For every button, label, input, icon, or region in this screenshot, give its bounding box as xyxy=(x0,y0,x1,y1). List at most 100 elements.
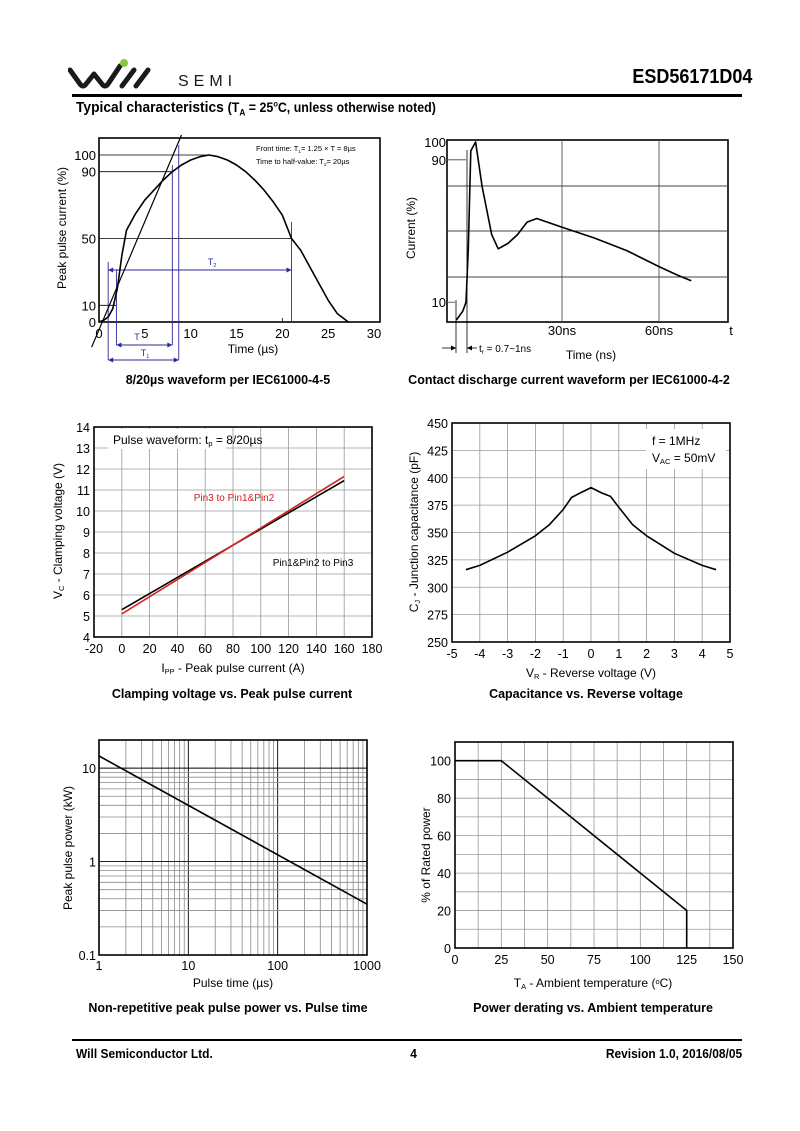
legend-box-bg xyxy=(108,429,226,449)
x-tick-label: 30 xyxy=(367,326,381,341)
t2-label: T2 xyxy=(208,257,217,269)
t-dimension-arrowhead-left xyxy=(116,342,122,348)
t2-dimension-arrowhead-right xyxy=(286,267,292,273)
y-tick-label: 80 xyxy=(437,792,451,806)
footer-rule xyxy=(72,1039,742,1041)
annotation-half-value: Time to half-value: T2= 20µs xyxy=(256,157,350,167)
x-axis-label: Time (µs) xyxy=(228,342,278,356)
y-tick-label: 100 xyxy=(430,755,451,769)
y-tick-label: 275 xyxy=(427,609,448,623)
chart-capacitance: -5 -4 -3 -2 -1 0 1 2 3 4 5 250 275 300 325 350 375 400 425… xyxy=(407,417,734,701)
y-tick-label: 0 xyxy=(89,315,96,330)
y-axis-label: % of Rated power xyxy=(419,807,433,902)
y-tick-label: 13 xyxy=(76,442,90,456)
y-tick-label: 425 xyxy=(427,444,448,458)
y-tick-label: 50 xyxy=(82,232,96,247)
series-line xyxy=(465,486,717,571)
t2-dimension-arrowhead-left xyxy=(108,267,114,273)
y-tick-label: 10 xyxy=(82,762,96,776)
x-tick-label: 10 xyxy=(183,326,197,341)
note-frequency: f = 1MHz xyxy=(652,434,700,448)
x-tick-label: 25 xyxy=(494,953,508,967)
x-tick-label: 5 xyxy=(141,326,148,341)
x-tick-label: 100 xyxy=(630,953,651,967)
y-tick-label: 100 xyxy=(424,135,446,150)
chart-caption: Power derating vs. Ambient temperature xyxy=(473,1001,713,1015)
x-tick-label: 1000 xyxy=(353,959,381,973)
t-label: T xyxy=(134,332,140,342)
x-tick-label: 40 xyxy=(170,642,184,656)
tr-annotation: tr = 0.7~1ns xyxy=(479,344,531,356)
series-line xyxy=(98,755,368,905)
y-axis-label: VC - Clamping voltage (V) xyxy=(51,463,66,599)
series-pulse xyxy=(98,154,349,323)
x-tick-label: 100 xyxy=(250,642,271,656)
logo-slash-2 xyxy=(133,67,151,89)
plot-frame xyxy=(98,739,368,956)
section-title: Typical characteristics (TA = 25oC, unle… xyxy=(76,99,436,118)
footer-company: Will Semiconductor Ltd. xyxy=(76,1046,213,1061)
x-tick-label: 25 xyxy=(321,326,335,341)
y-tick-label: 375 xyxy=(427,499,448,513)
y-tick-label: 10 xyxy=(82,298,96,313)
y-tick-label: 325 xyxy=(427,554,448,568)
x-tick-label: -1 xyxy=(558,647,569,661)
y-tick-label: 90 xyxy=(432,153,446,168)
x-tick-label: 75 xyxy=(587,953,601,967)
x-axis-label: Time (ns) xyxy=(566,348,616,362)
annotation-front-time: Front time: T1= 1.25 × T = 8µs xyxy=(256,144,356,154)
chart-caption: Capacitance vs. Reverse voltage xyxy=(489,687,683,701)
x-tick-label: 0 xyxy=(452,953,459,967)
x-tick-label: 1 xyxy=(615,647,622,661)
x-tick-label: 100 xyxy=(267,959,288,973)
x-tick-label: 140 xyxy=(306,642,327,656)
y-tick-label: 8 xyxy=(83,547,90,561)
x-tick-label: -20 xyxy=(85,642,103,656)
x-tick-label: -5 xyxy=(446,647,457,661)
tr-arrowhead-left xyxy=(451,345,456,351)
y-tick-label: 4 xyxy=(83,631,90,645)
y-tick-label: 5 xyxy=(83,610,90,624)
chart-caption: Contact discharge current waveform per I… xyxy=(408,373,730,387)
logo-w-mark xyxy=(68,63,123,89)
series-label-red: Pin3 to Pin1&Pin2 xyxy=(194,493,275,504)
x-tick-label: 60 xyxy=(198,642,212,656)
x-tick-label: 30ns xyxy=(548,323,577,338)
y-tick-label: 14 xyxy=(76,421,90,435)
plot-frame xyxy=(98,137,381,323)
x-tick-label: 180 xyxy=(362,642,383,656)
series-front-line xyxy=(91,134,183,348)
x-tick-label: 5 xyxy=(727,647,734,661)
y-tick-label: 300 xyxy=(427,581,448,595)
section-title-text: Typical characteristics xyxy=(76,99,224,116)
y-axis-label: CJ - Junction capacitance (pF) xyxy=(407,452,422,612)
x-tick-label: 150 xyxy=(723,953,744,967)
chart-caption: 8/20µs waveform per IEC61000-4-5 xyxy=(126,373,331,387)
logo-brand-text: SEMI xyxy=(178,73,237,90)
y-axis-label: Peak pulse current (%) xyxy=(55,167,69,289)
series-line xyxy=(121,475,345,615)
x-axis-label: TA - Ambient temperature (oC) xyxy=(514,976,673,991)
will-semi-logo: SEMI xyxy=(68,59,237,90)
x-tick-label: 60ns xyxy=(645,323,674,338)
x-tick-label: 20 xyxy=(275,326,289,341)
y-tick-label: 9 xyxy=(83,526,90,540)
header-rule xyxy=(72,94,742,97)
chart-power-derating: 0 25 50 75 100 125 150 0 20 40 60 80 100 TA - Ambient… xyxy=(419,741,744,1015)
plot-frame xyxy=(451,422,731,643)
x-tick-label: 15 xyxy=(229,326,243,341)
x-axis-label: Pulse time (µs) xyxy=(193,976,273,990)
chart-waveform-8-20: 0 5 10 15 20 25 30 0 10 50 90 100 Time (µs) Peak puls… xyxy=(55,134,381,387)
series-line xyxy=(455,759,688,948)
y-tick-label: 10 xyxy=(76,505,90,519)
part-number: ESD56171D04 xyxy=(631,66,752,88)
x-tick-label: 80 xyxy=(226,642,240,656)
x-tick-label: 10 xyxy=(181,959,195,973)
y-tick-label: 10 xyxy=(432,295,446,310)
x-tick-label: 1 xyxy=(96,959,103,973)
x-tick-label: 0 xyxy=(95,326,102,341)
y-axis-label: Current (%) xyxy=(404,197,418,259)
footer-page-number: 4 xyxy=(410,1046,417,1061)
x-tick-label: -4 xyxy=(474,647,485,661)
